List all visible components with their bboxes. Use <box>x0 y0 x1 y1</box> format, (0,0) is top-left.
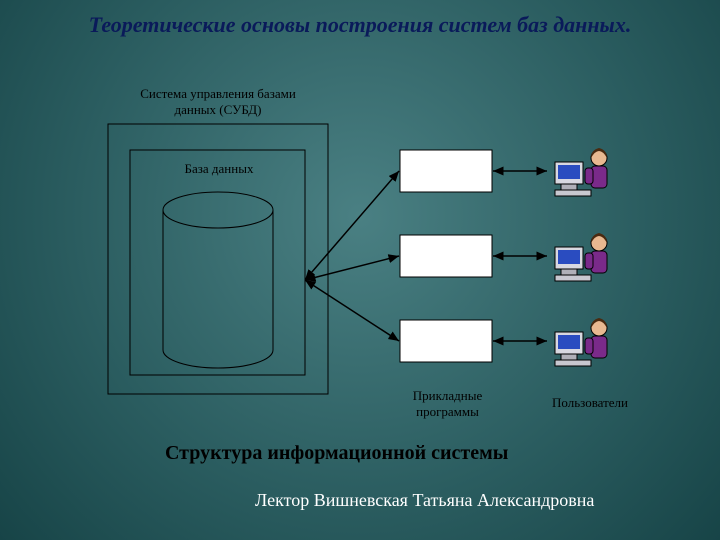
cylinder-icon <box>163 192 273 368</box>
arrow-db-app-3 <box>305 280 399 341</box>
app-box-2 <box>400 235 492 277</box>
db-box <box>130 150 305 375</box>
arrow-db-app-2 <box>305 256 399 280</box>
diagram-svg <box>0 0 720 540</box>
user-icon-2 <box>555 233 607 281</box>
slide-root: Теоретические основы построения систем б… <box>0 0 720 540</box>
user-icon-1 <box>555 148 607 196</box>
subd-box <box>108 124 328 394</box>
app-box-3 <box>400 320 492 362</box>
app-box-1 <box>400 150 492 192</box>
arrow-db-app-1 <box>305 171 399 280</box>
user-icon-3 <box>555 318 607 366</box>
